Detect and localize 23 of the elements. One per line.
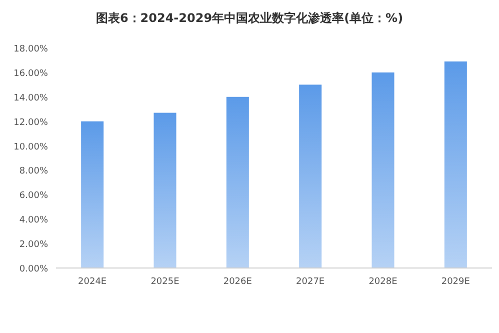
y-tick-label: 16.00% <box>14 68 48 79</box>
y-tick-label: 6.00% <box>19 191 48 202</box>
y-tick-label: 8.00% <box>19 166 48 177</box>
y-tick-label: 10.00% <box>14 142 48 152</box>
bar <box>372 72 394 268</box>
y-tick-label: 4.00% <box>19 216 48 226</box>
y-tick-label: 18.00% <box>14 44 48 54</box>
bar <box>299 84 322 268</box>
x-tick-label: 2025E <box>150 277 180 287</box>
y-tick-label: 14.00% <box>14 93 48 104</box>
bar <box>81 121 104 268</box>
bar <box>226 96 249 268</box>
y-tick-label: 2.00% <box>19 240 48 250</box>
chart-title: 图表6：2024-2029年中国农业数字化渗透率(单位：%) <box>96 11 404 25</box>
bar <box>154 112 176 268</box>
x-tick-label: 2029E <box>441 277 470 287</box>
y-tick-label: 12.00% <box>14 118 48 128</box>
x-tick-label: 2027E <box>296 277 325 287</box>
x-tick-label: 2026E <box>223 277 252 287</box>
y-tick-label: 0.00% <box>19 264 48 274</box>
x-tick-label: 2028E <box>368 277 398 287</box>
bar <box>444 61 467 268</box>
x-tick-label: 2024E <box>78 277 107 287</box>
